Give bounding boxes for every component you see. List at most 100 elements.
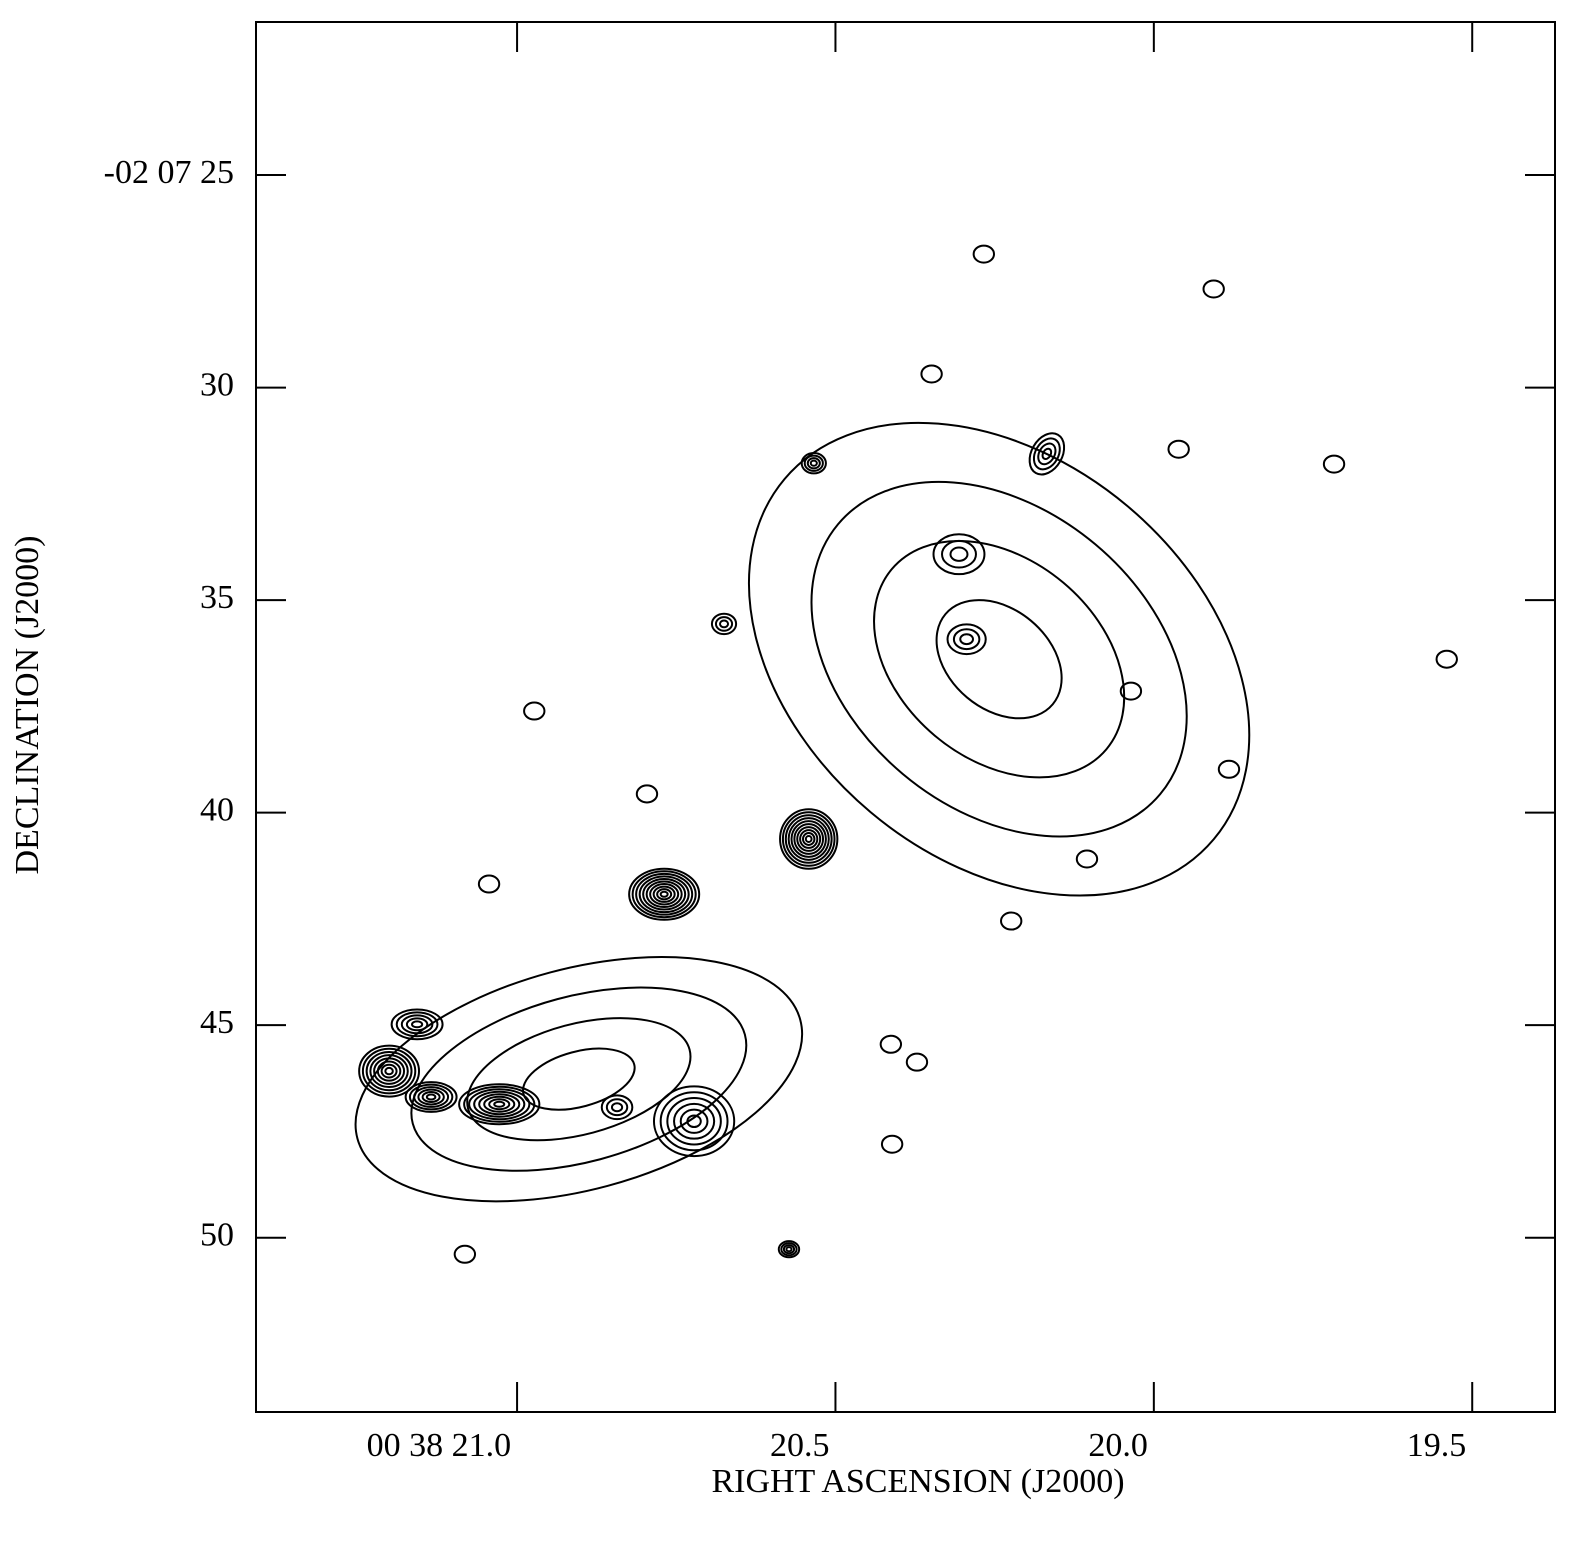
contour-level: [941, 539, 977, 569]
contour-level: [679, 1108, 709, 1134]
contour-level: [804, 835, 813, 843]
contour-level: [747, 421, 1251, 897]
contour-level: [777, 1240, 801, 1259]
contour-level: [782, 1244, 796, 1255]
y-axis-label: DECLINATION (J2000): [9, 535, 46, 874]
contour-level: [785, 1246, 793, 1253]
x-tick-label: 20.5: [770, 1427, 830, 1464]
contour-level: [405, 1017, 429, 1032]
contour-level: [631, 870, 697, 919]
contour-level: [1037, 442, 1057, 466]
contour-level: [803, 454, 824, 472]
contour-level: [477, 874, 501, 894]
contour-level: [935, 599, 1063, 720]
contour-level: [659, 890, 669, 898]
contour-level: [873, 540, 1126, 779]
contour-level: [635, 784, 659, 804]
contour-level: [395, 1011, 439, 1038]
contour-level: [781, 811, 836, 867]
contour-level: [417, 1088, 445, 1106]
contour-level: [649, 883, 680, 906]
contour-level: [959, 633, 974, 646]
contour-level: [635, 872, 694, 916]
contour-level: [714, 616, 734, 632]
contour-level: [600, 1094, 634, 1121]
contour-level: [463, 1085, 536, 1123]
contour-level: [365, 1050, 413, 1092]
contour-level: [473, 1090, 526, 1118]
contour-level: [780, 1242, 798, 1257]
contour-level: [710, 612, 738, 636]
contour-level: [1000, 911, 1023, 931]
contour-level: [666, 1097, 722, 1146]
contour-level: [905, 1052, 929, 1072]
contour-level: [946, 623, 987, 656]
contour-level: [880, 1134, 904, 1154]
contour-level: [1075, 849, 1099, 869]
contour-level: [605, 1098, 629, 1117]
contour-level: [610, 1102, 624, 1113]
contour-level: [932, 533, 986, 576]
contour-level: [380, 1063, 398, 1079]
contour-level: [793, 823, 825, 855]
contour-level: [1202, 279, 1225, 299]
contour-level: [796, 826, 822, 852]
x-tick-label: 00 38 21.0: [367, 1427, 512, 1464]
contour-level: [369, 1054, 409, 1089]
contour-level: [522, 1047, 636, 1111]
contour-level: [413, 1086, 450, 1108]
contour-level: [354, 956, 804, 1203]
plot-frame: [255, 21, 1556, 1413]
contour-level: [810, 480, 1188, 838]
contour-level: [523, 701, 546, 721]
contour-level: [718, 619, 730, 629]
contour-level: [806, 457, 821, 470]
contour-level: [425, 1093, 437, 1101]
contour-level: [645, 880, 683, 909]
contour-level: [801, 832, 816, 846]
contour-level: [638, 875, 690, 914]
contour-level: [652, 1085, 736, 1158]
contour-level: [1041, 447, 1053, 461]
contour-level: [920, 364, 943, 384]
contour-level: [1322, 454, 1346, 474]
contour-level: [879, 1034, 903, 1054]
contour-level: [384, 1066, 394, 1076]
contour-level: [404, 1081, 458, 1113]
contour-level: [376, 1060, 402, 1082]
contour-level: [642, 877, 687, 911]
contour-level: [453, 1244, 477, 1264]
contour-level: [628, 867, 701, 921]
contour-level: [458, 1083, 541, 1126]
contour-level: [949, 546, 969, 562]
y-tick-label: -02 07 25: [104, 154, 234, 191]
contour-level: [686, 1114, 702, 1129]
contour-level: [787, 817, 830, 861]
x-axis-label: RIGHT ASCENSION (J2000): [711, 1463, 1124, 1500]
contour-level: [800, 452, 827, 475]
contour-level: [468, 1088, 531, 1121]
contour-level: [400, 1014, 434, 1035]
x-tick-label: 19.5: [1407, 1427, 1467, 1464]
contour-level: [1217, 759, 1241, 779]
y-tick-label: 30: [200, 366, 234, 403]
contour-level: [784, 814, 833, 864]
contour-level: [790, 820, 827, 858]
contour-level: [1435, 649, 1458, 669]
contour-level: [483, 1095, 516, 1113]
contour-level: [488, 1098, 511, 1111]
contour-level: [390, 1008, 444, 1041]
contour-level: [1028, 432, 1066, 476]
contour-level: [361, 1047, 417, 1095]
contour-level: [656, 888, 673, 901]
contour-level: [799, 829, 819, 849]
x-tick-label: 20.0: [1088, 1427, 1148, 1464]
contour-level: [373, 1057, 406, 1085]
contour-level: [809, 459, 818, 467]
contour-level: [1119, 681, 1143, 701]
contour-level: [410, 986, 748, 1172]
contour-level: [659, 1091, 729, 1152]
contour-level: [652, 885, 676, 903]
y-tick-label: 40: [200, 791, 234, 828]
